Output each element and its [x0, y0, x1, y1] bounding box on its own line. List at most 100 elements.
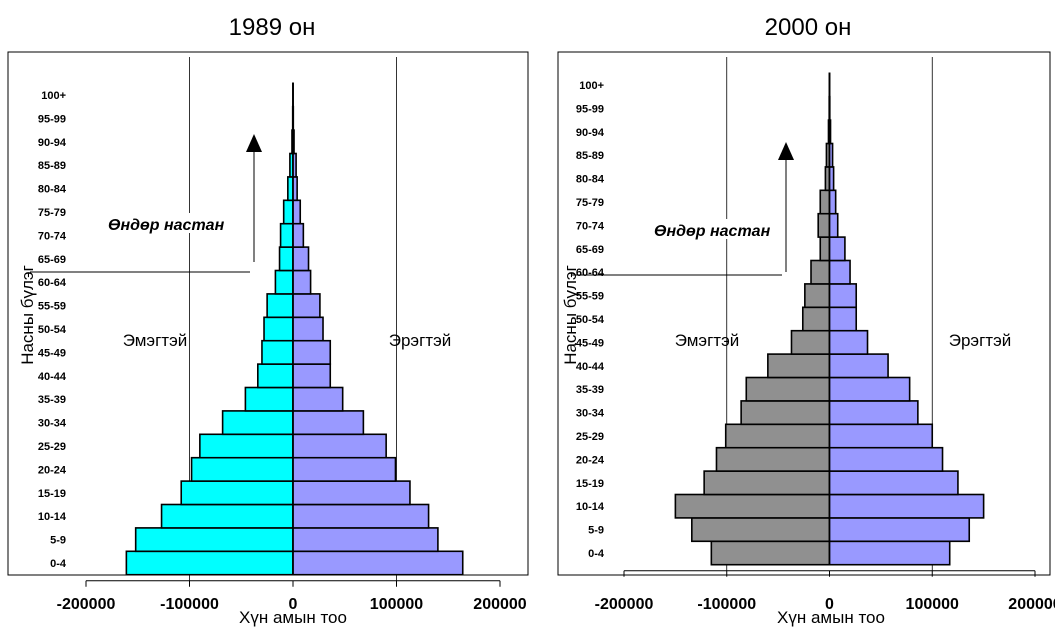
series-label-female: Эмэгтэй: [675, 331, 740, 350]
y-tick-label: 60-64: [38, 277, 67, 289]
y-tick-label: 15-19: [38, 488, 66, 500]
bar-male-65-69: [828, 236, 846, 262]
y-tick-label: 60-64: [576, 267, 605, 279]
x-axis-title: Хүн амын тоо: [239, 608, 347, 627]
y-tick-label: 25-29: [576, 431, 604, 443]
bar-female-25-29: [199, 433, 294, 459]
bar-female-65-69: [819, 236, 831, 262]
bar-female-35-39: [244, 386, 294, 412]
y-tick-label: 45-49: [576, 337, 604, 349]
series-label-male: Эрэгтэй: [389, 331, 452, 350]
y-tick-label: 10-14: [576, 501, 605, 513]
bar-male-5-9: [828, 517, 971, 543]
x-tick-label: 200000: [473, 596, 526, 613]
y-tick-label: 15-19: [576, 478, 604, 490]
bar-female-5-9: [134, 527, 294, 553]
bar-male-25-29: [828, 423, 934, 449]
y-tick-label: 0-4: [50, 558, 67, 570]
y-tick-label: 65-69: [38, 254, 66, 266]
y-tick-label: 30-34: [576, 408, 605, 420]
y-tick-label: 95-99: [576, 103, 604, 115]
bar-female-0-4: [710, 540, 831, 566]
bar-female-50-54: [801, 306, 831, 332]
bar-female-75-79: [819, 189, 831, 215]
bar-female-30-34: [740, 400, 831, 426]
bar-male-15-19: [828, 470, 959, 496]
y-tick-label: 100+: [579, 80, 604, 92]
bar-male-50-54: [828, 306, 858, 332]
y-tick-label: 90-94: [38, 137, 67, 149]
x-tick-label: -200000: [57, 596, 116, 613]
bar-male-20-24: [292, 456, 397, 482]
y-tick-label: 65-69: [576, 244, 604, 256]
y-tick-label: 30-34: [38, 418, 67, 430]
bar-male-20-24: [828, 446, 944, 472]
bar-female-15-19: [180, 480, 294, 506]
annotation-text: Өндөр настан: [108, 217, 225, 234]
bar-male-65-69: [292, 246, 310, 272]
y-tick-label: 20-24: [576, 454, 605, 466]
bar-female-15-19: [703, 470, 831, 496]
bar-male-30-34: [292, 410, 365, 436]
x-tick-label: 0: [825, 596, 834, 613]
y-tick-label: 45-49: [38, 347, 66, 359]
y-tick-label: 5-9: [588, 525, 604, 537]
y-tick-label: 55-59: [576, 291, 604, 303]
bar-female-75-79: [282, 199, 294, 225]
annotation-text: Өндөр настан: [654, 223, 771, 240]
bar-female-20-24: [190, 456, 294, 482]
bar-female-35-39: [745, 376, 831, 402]
x-axis-title: Хүн амын тоо: [777, 608, 885, 627]
y-tick-label: 55-59: [38, 301, 66, 313]
bar-female-30-34: [221, 410, 294, 436]
bar-male-55-59: [292, 293, 321, 319]
bar-male-30-34: [828, 400, 919, 426]
chart-frame: [557, 51, 1051, 576]
y-tick-label: 40-44: [38, 371, 67, 383]
bar-female-70-74: [817, 212, 831, 238]
y-tick-label: 10-14: [38, 511, 67, 523]
bar-male-45-49: [292, 339, 332, 365]
y-tick-label: 40-44: [576, 361, 605, 373]
bar-female-45-49: [790, 329, 831, 355]
bar-male-40-44: [828, 353, 889, 379]
x-tick-label: 0: [289, 596, 298, 613]
y-tick-label: 100+: [41, 90, 66, 102]
y-tick-label: 80-84: [576, 174, 605, 186]
x-tick-label: -100000: [160, 596, 219, 613]
x-tick-label: 100000: [906, 596, 959, 613]
bar-female-40-44: [257, 363, 294, 389]
y-tick-label: 90-94: [576, 127, 605, 139]
bar-male-25-29: [292, 433, 387, 459]
bar-female-65-69: [278, 246, 294, 272]
bar-female-25-29: [724, 423, 831, 449]
bar-female-50-54: [263, 316, 294, 342]
bar-male-0-4: [828, 540, 951, 566]
series-label-male: Эрэгтэй: [949, 331, 1012, 350]
bar-male-35-39: [292, 386, 344, 412]
y-axis-title: Насны бүлэг: [561, 265, 580, 365]
y-tick-label: 5-9: [50, 535, 66, 547]
bar-female-10-14: [160, 503, 294, 529]
bar-male-10-14: [828, 493, 985, 519]
bar-male-75-79: [828, 189, 837, 215]
bar-male-15-19: [292, 480, 411, 506]
y-tick-label: 50-54: [576, 314, 605, 326]
bar-female-40-44: [767, 353, 831, 379]
bar-female-0-4: [125, 550, 294, 576]
x-tick-label: -200000: [595, 596, 654, 613]
x-tick-label: -100000: [697, 596, 756, 613]
bar-male-35-39: [828, 376, 911, 402]
y-tick-label: 75-79: [38, 207, 66, 219]
arrow-head: [778, 142, 794, 160]
bar-male-60-64: [828, 259, 851, 285]
series-label-female: Эмэгтэй: [123, 331, 188, 350]
bar-male-70-74: [292, 222, 305, 248]
bar-female-60-64: [274, 269, 294, 295]
y-tick-label: 85-89: [38, 160, 66, 172]
y-axis-title: Насны бүлэг: [18, 265, 37, 365]
bar-female-60-64: [810, 259, 831, 285]
bar-male-40-44: [292, 363, 332, 389]
bar-male-60-64: [292, 269, 312, 295]
